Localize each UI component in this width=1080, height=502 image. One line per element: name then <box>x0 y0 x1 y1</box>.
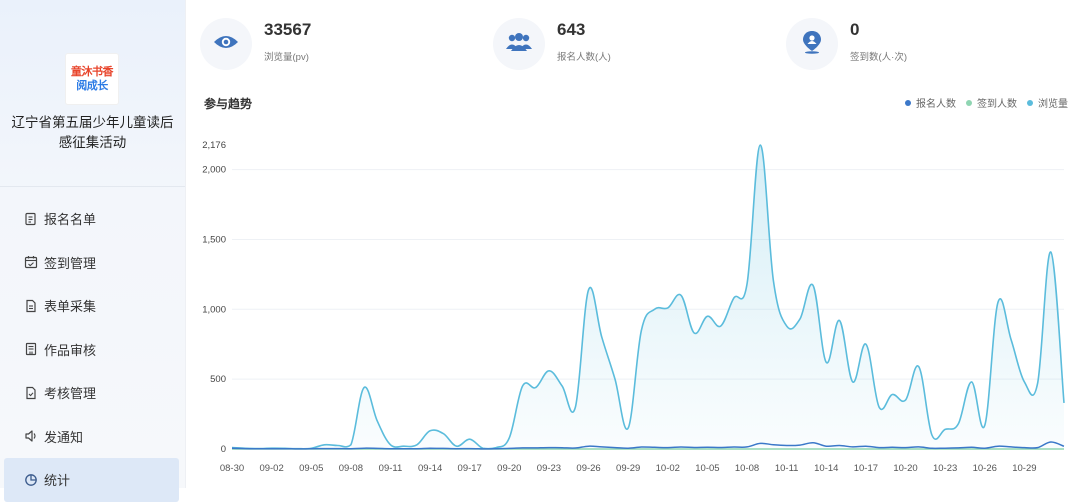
sidebar-item-work-review[interactable]: 作品审核 <box>0 328 185 372</box>
assessment-icon <box>24 386 38 400</box>
stat-value: 33567 <box>264 20 312 39</box>
sidebar: 童沐书香 阅成长 辽宁省第五届少年儿童读后感征集活动 报名名单 签到管理 表单采… <box>0 0 186 502</box>
y-axis: 0 500 1,000 1,500 2,000 2,176 <box>202 140 226 455</box>
x-axis: 08-30 09-02 09-05 09-08 09-11 09-14 09-17 09-20… <box>220 448 1064 474</box>
users-icon <box>505 32 533 57</box>
document-review-icon <box>24 342 38 356</box>
x-tick-label: 09-29 <box>616 463 640 474</box>
legend-item-checkins[interactable]: 签到人数 <box>966 95 1017 110</box>
sidebar-item-label: 作品审核 <box>44 342 97 358</box>
sidebar-item-label: 表单采集 <box>44 299 97 315</box>
x-tick-label: 10-23 <box>933 463 957 474</box>
legend-label: 报名人数 <box>916 99 956 110</box>
series-line-signups <box>231 441 1065 450</box>
form-icon <box>24 299 38 313</box>
chart-legend: 报名人数 签到人数 浏览量 <box>895 95 1068 110</box>
x-tick-label: 10-11 <box>775 463 799 474</box>
stat-icon-circle <box>786 18 838 70</box>
sidebar-menu: 报名名单 签到管理 表单采集 作品审核 考核管理 <box>0 197 185 502</box>
legend-label: 签到人数 <box>977 99 1017 110</box>
list-icon <box>24 212 38 226</box>
stat-icon-circle <box>493 18 545 70</box>
sidebar-item-form-collection[interactable]: 表单采集 <box>0 284 185 328</box>
logo-text-line1: 童沐书香 <box>71 66 114 78</box>
stat-icon-circle <box>200 18 252 70</box>
x-tick-label: 09-11 <box>379 463 403 474</box>
speaker-icon <box>24 429 38 443</box>
x-tick-label: 09-08 <box>339 463 363 474</box>
x-tick-label: 10-17 <box>854 463 878 474</box>
legend-label: 浏览量 <box>1038 99 1068 110</box>
chart-series <box>231 144 1065 450</box>
x-tick-label: 10-05 <box>695 463 719 474</box>
x-tick-label: 09-05 <box>299 463 323 474</box>
stat-label: 签到数(人·次) <box>850 52 907 63</box>
sidebar-item-checkin[interactable]: 签到管理 <box>0 241 185 285</box>
y-tick-label: 2,000 <box>202 165 226 176</box>
participation-trend-chart: 0 500 1,000 1,500 2,000 2,176 08-30 09-02 09-05… <box>202 140 1065 474</box>
y-tick-label: 1,000 <box>202 304 226 315</box>
sidebar-item-label: 报名名单 <box>44 212 97 228</box>
stat-label: 浏览量(pv) <box>264 52 309 63</box>
activity-logo: 童沐书香 阅成长 <box>66 54 118 104</box>
pie-chart-icon <box>24 473 38 487</box>
stat-value: 643 <box>557 20 586 39</box>
x-tick-label: 10-26 <box>973 463 997 474</box>
y-tick-label: 500 <box>210 374 226 385</box>
x-tick-label: 10-20 <box>893 463 917 474</box>
legend-dot <box>1027 99 1033 106</box>
y-tick-label: 2,176 <box>202 140 226 151</box>
x-tick-label: 10-02 <box>656 463 680 474</box>
legend-item-signups[interactable]: 报名人数 <box>905 95 956 110</box>
legend-dot <box>905 99 911 106</box>
series-line-views <box>231 144 1065 450</box>
y-tick-label: 0 <box>221 444 226 455</box>
legend-dot <box>966 99 972 106</box>
sidebar-item-signup-list[interactable]: 报名名单 <box>0 197 185 241</box>
series-area-views <box>232 144 1064 449</box>
y-tick-label: 1,500 <box>202 234 226 245</box>
location-person-icon <box>801 30 823 59</box>
x-tick-label: 10-29 <box>1012 463 1036 474</box>
sidebar-item-statistics[interactable]: 统计 <box>4 458 179 502</box>
x-tick-label: 09-23 <box>537 463 561 474</box>
calendar-check-icon <box>24 255 38 269</box>
legend-item-views[interactable]: 浏览量 <box>1027 95 1068 110</box>
x-tick-label: 10-08 <box>735 463 759 474</box>
x-tick-label: 09-26 <box>576 463 600 474</box>
sidebar-item-label: 考核管理 <box>44 386 97 402</box>
stat-value: 0 <box>850 20 860 39</box>
x-tick-label: 09-17 <box>458 463 482 474</box>
chart-title: 参与趋势 <box>204 97 253 111</box>
sidebar-item-label: 签到管理 <box>44 255 97 271</box>
x-tick-label: 09-20 <box>497 463 521 474</box>
x-tick-label: 10-14 <box>814 463 838 474</box>
sidebar-item-label: 统计 <box>44 473 71 489</box>
x-tick-label: 08-30 <box>220 463 244 474</box>
activity-title: 辽宁省第五届少年儿童读后感征集活动 <box>11 115 174 150</box>
stat-label: 报名人数(人) <box>557 52 611 63</box>
sidebar-item-label: 发通知 <box>44 429 84 445</box>
logo-text-line2: 阅成长 <box>76 80 108 92</box>
sidebar-item-send-notice[interactable]: 发通知 <box>0 415 185 459</box>
x-tick-label: 09-14 <box>418 463 442 474</box>
sidebar-divider <box>0 186 185 187</box>
sidebar-item-assessment[interactable]: 考核管理 <box>0 371 185 415</box>
eye-icon <box>213 33 239 56</box>
x-tick-label: 09-02 <box>259 463 283 474</box>
